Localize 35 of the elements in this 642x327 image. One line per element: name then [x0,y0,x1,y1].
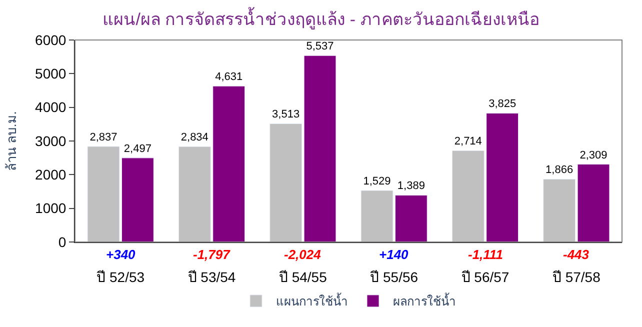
data-label: 2,714 [454,136,482,148]
x-tick-label: ปี 57/58 [552,268,601,285]
data-label: 2,497 [124,142,152,155]
data-label: 3,513 [272,108,300,121]
legend-label: แผนการใช้น้ำ [276,292,348,309]
data-label: 2,309 [580,149,608,162]
x-tick-label: ปี 54/55 [278,268,328,285]
chart-title: แผน/ผล การจัดสรรน้ำช่วงฤดูแล้ง - ภาคตะวันออกเฉียงเหนือ [102,6,540,30]
text: -1,797 [193,247,231,262]
data-label: 1,529 [363,176,391,188]
text: -443 [563,247,590,262]
legend-label: ผลการใช้น้ำ [393,292,456,309]
y-tick-label: 3000 [35,132,66,149]
x-tick-label: ปี 55/56 [370,268,418,285]
y-tick-label: 5000 [35,66,66,82]
data-label: 4,631 [215,71,243,84]
x-tick-label: ปี 52/53 [96,268,145,285]
y-tick-label: 2000 [35,166,66,183]
y-tick-label: 4000 [35,99,66,116]
y-tick-label: 0 [58,234,66,250]
text: -1,111 [468,247,503,262]
data-label: 1,866 [546,164,574,176]
y-axis-title: ล้าน ลบ.ม. [4,111,19,171]
data-label: 5,537 [306,40,334,53]
data-label: 2,834 [180,132,208,144]
y-tick-label: 1000 [35,200,66,216]
y-tick-label: 6000 [35,32,66,48]
data-label: 1,389 [397,180,425,192]
x-tick-label: ปี 56/57 [461,268,510,285]
data-label: 3,825 [488,98,516,110]
text: +140 [379,247,410,262]
x-tick-label: ปี 53/54 [188,268,236,285]
data-label: 2,837 [90,131,118,144]
text: -2,024 [284,247,322,262]
text: +340 [106,247,136,262]
